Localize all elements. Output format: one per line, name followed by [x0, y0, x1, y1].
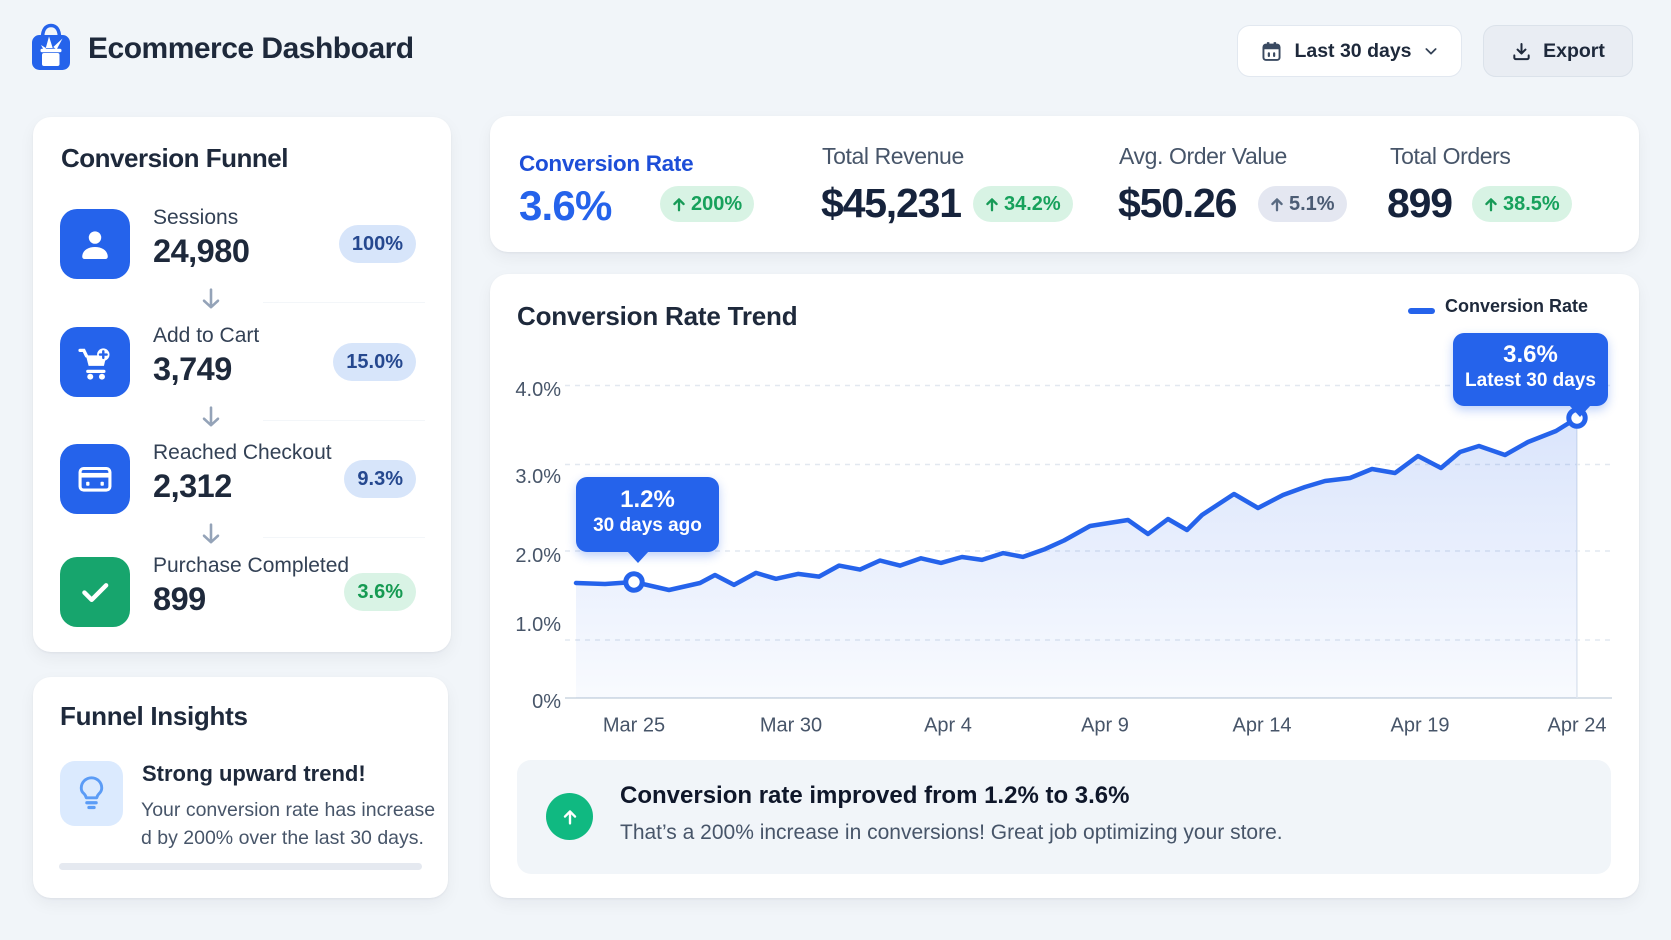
svg-text:Mar 30: Mar 30	[760, 715, 822, 737]
svg-text:Apr 24: Apr 24	[1548, 715, 1607, 737]
svg-text:4.0%: 4.0%	[515, 379, 561, 401]
svg-text:Apr 19: Apr 19	[1391, 715, 1450, 737]
svg-text:0%: 0%	[532, 691, 561, 713]
svg-text:1.0%: 1.0%	[515, 614, 561, 636]
svg-text:Apr 4: Apr 4	[924, 715, 972, 737]
svg-text:2.0%: 2.0%	[515, 545, 561, 567]
svg-text:3.0%: 3.0%	[515, 466, 561, 488]
svg-text:Apr 9: Apr 9	[1081, 715, 1129, 737]
svg-text:Mar 25: Mar 25	[603, 715, 665, 737]
svg-text:Apr 14: Apr 14	[1233, 715, 1292, 737]
